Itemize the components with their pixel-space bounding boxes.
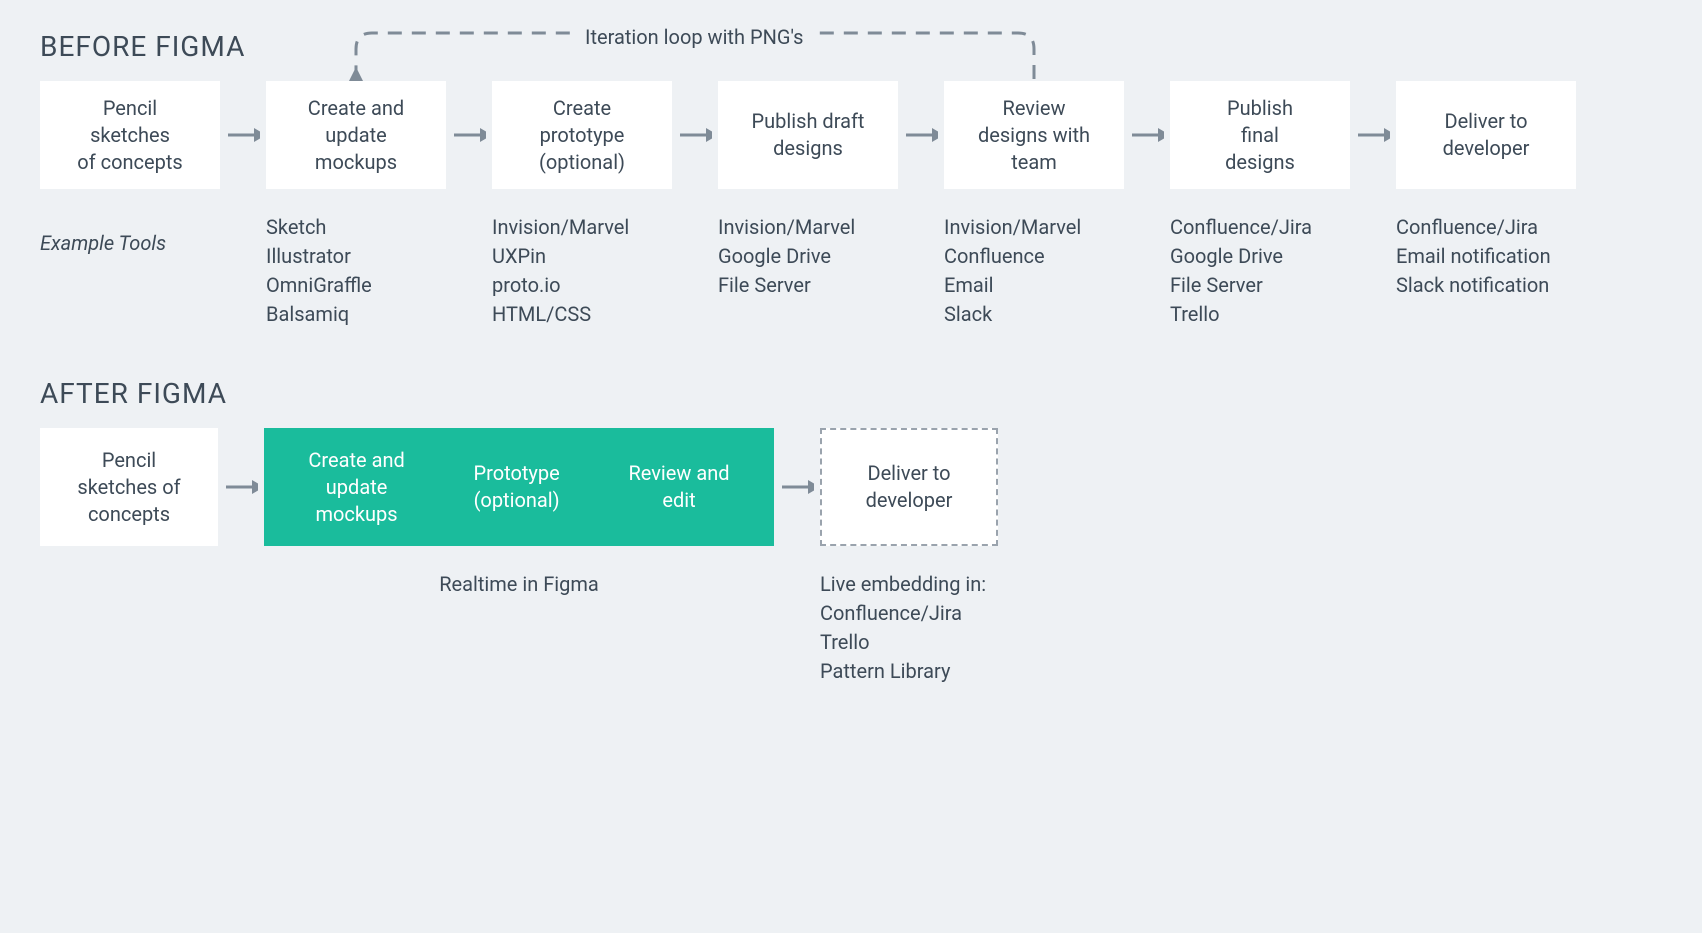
after-caption-row: Realtime in Figma Live embedding in: Conf… <box>40 570 1662 686</box>
before-step-box: Deliver to developer <box>1396 81 1576 189</box>
arrow-right-icon <box>780 477 814 497</box>
before-step-tools: Invision/Marvel Confluence Email Slack <box>944 213 1124 329</box>
before-step-box: Review designs with team <box>944 81 1124 189</box>
before-step-tools: Sketch Illustrator OmniGraffle Balsamiq <box>266 213 446 329</box>
arrow-right-icon <box>1130 125 1164 145</box>
figma-caption: Realtime in Figma <box>264 570 774 599</box>
after-deliver-caption: Live embedding in: Confluence/Jira Trell… <box>820 570 1038 686</box>
before-tools-row: Example Tools Sketch Illustrator OmniGraf… <box>40 213 1662 329</box>
before-boxes-row: Pencil sketches of concepts Create and u… <box>40 81 1662 189</box>
figma-sub-step: Review and edit <box>628 460 729 514</box>
example-tools-label: Example Tools <box>40 213 220 255</box>
flow-arrow <box>218 477 264 497</box>
arrow-right-icon <box>226 125 260 145</box>
flow-arrow <box>672 125 718 145</box>
flow-arrow <box>774 477 820 497</box>
figma-combined-box: Create and update mockups Prototype (opti… <box>264 428 774 546</box>
before-step-tools: Invision/Marvel UXPin proto.io HTML/CSS <box>492 213 672 329</box>
after-step-box: Pencil sketches of concepts <box>40 428 218 546</box>
before-step-box: Create prototype (optional) <box>492 81 672 189</box>
before-title: BEFORE FIGMA <box>40 30 1662 63</box>
before-section: BEFORE FIGMA Iteration loop with PNG's P… <box>40 30 1662 329</box>
arrow-right-icon <box>904 125 938 145</box>
flow-arrow <box>1350 125 1396 145</box>
flow-arrow <box>898 125 944 145</box>
arrow-right-icon <box>452 125 486 145</box>
before-step-tools: Confluence/Jira Email notification Slack… <box>1396 213 1576 300</box>
before-step-tools: Confluence/Jira Google Drive File Server… <box>1170 213 1350 329</box>
flow-arrow <box>220 125 266 145</box>
arrow-right-icon <box>1356 125 1390 145</box>
before-step-tools: Invision/Marvel Google Drive File Server <box>718 213 898 300</box>
after-title: AFTER FIGMA <box>40 377 1662 410</box>
after-boxes-row: Pencil sketches of concepts Create and u… <box>40 428 1662 546</box>
flow-arrow <box>1124 125 1170 145</box>
figma-sub-step: Prototype (optional) <box>474 460 560 514</box>
before-step-box: Pencil sketches of concepts <box>40 81 220 189</box>
figma-sub-step: Create and update mockups <box>308 447 404 528</box>
arrow-right-icon <box>224 477 258 497</box>
flow-arrow <box>446 125 492 145</box>
before-step-box: Create and update mockups <box>266 81 446 189</box>
iteration-loop-label: Iteration loop with PNG's <box>575 25 814 49</box>
after-section: AFTER FIGMA Pencil sketches of concepts … <box>40 377 1662 686</box>
arrow-right-icon <box>678 125 712 145</box>
after-deliver-box: Deliver to developer <box>820 428 998 546</box>
before-flow: Iteration loop with PNG's Pencil sketche… <box>40 81 1662 329</box>
before-step-box: Publish draft designs <box>718 81 898 189</box>
before-step-box: Publish final designs <box>1170 81 1350 189</box>
